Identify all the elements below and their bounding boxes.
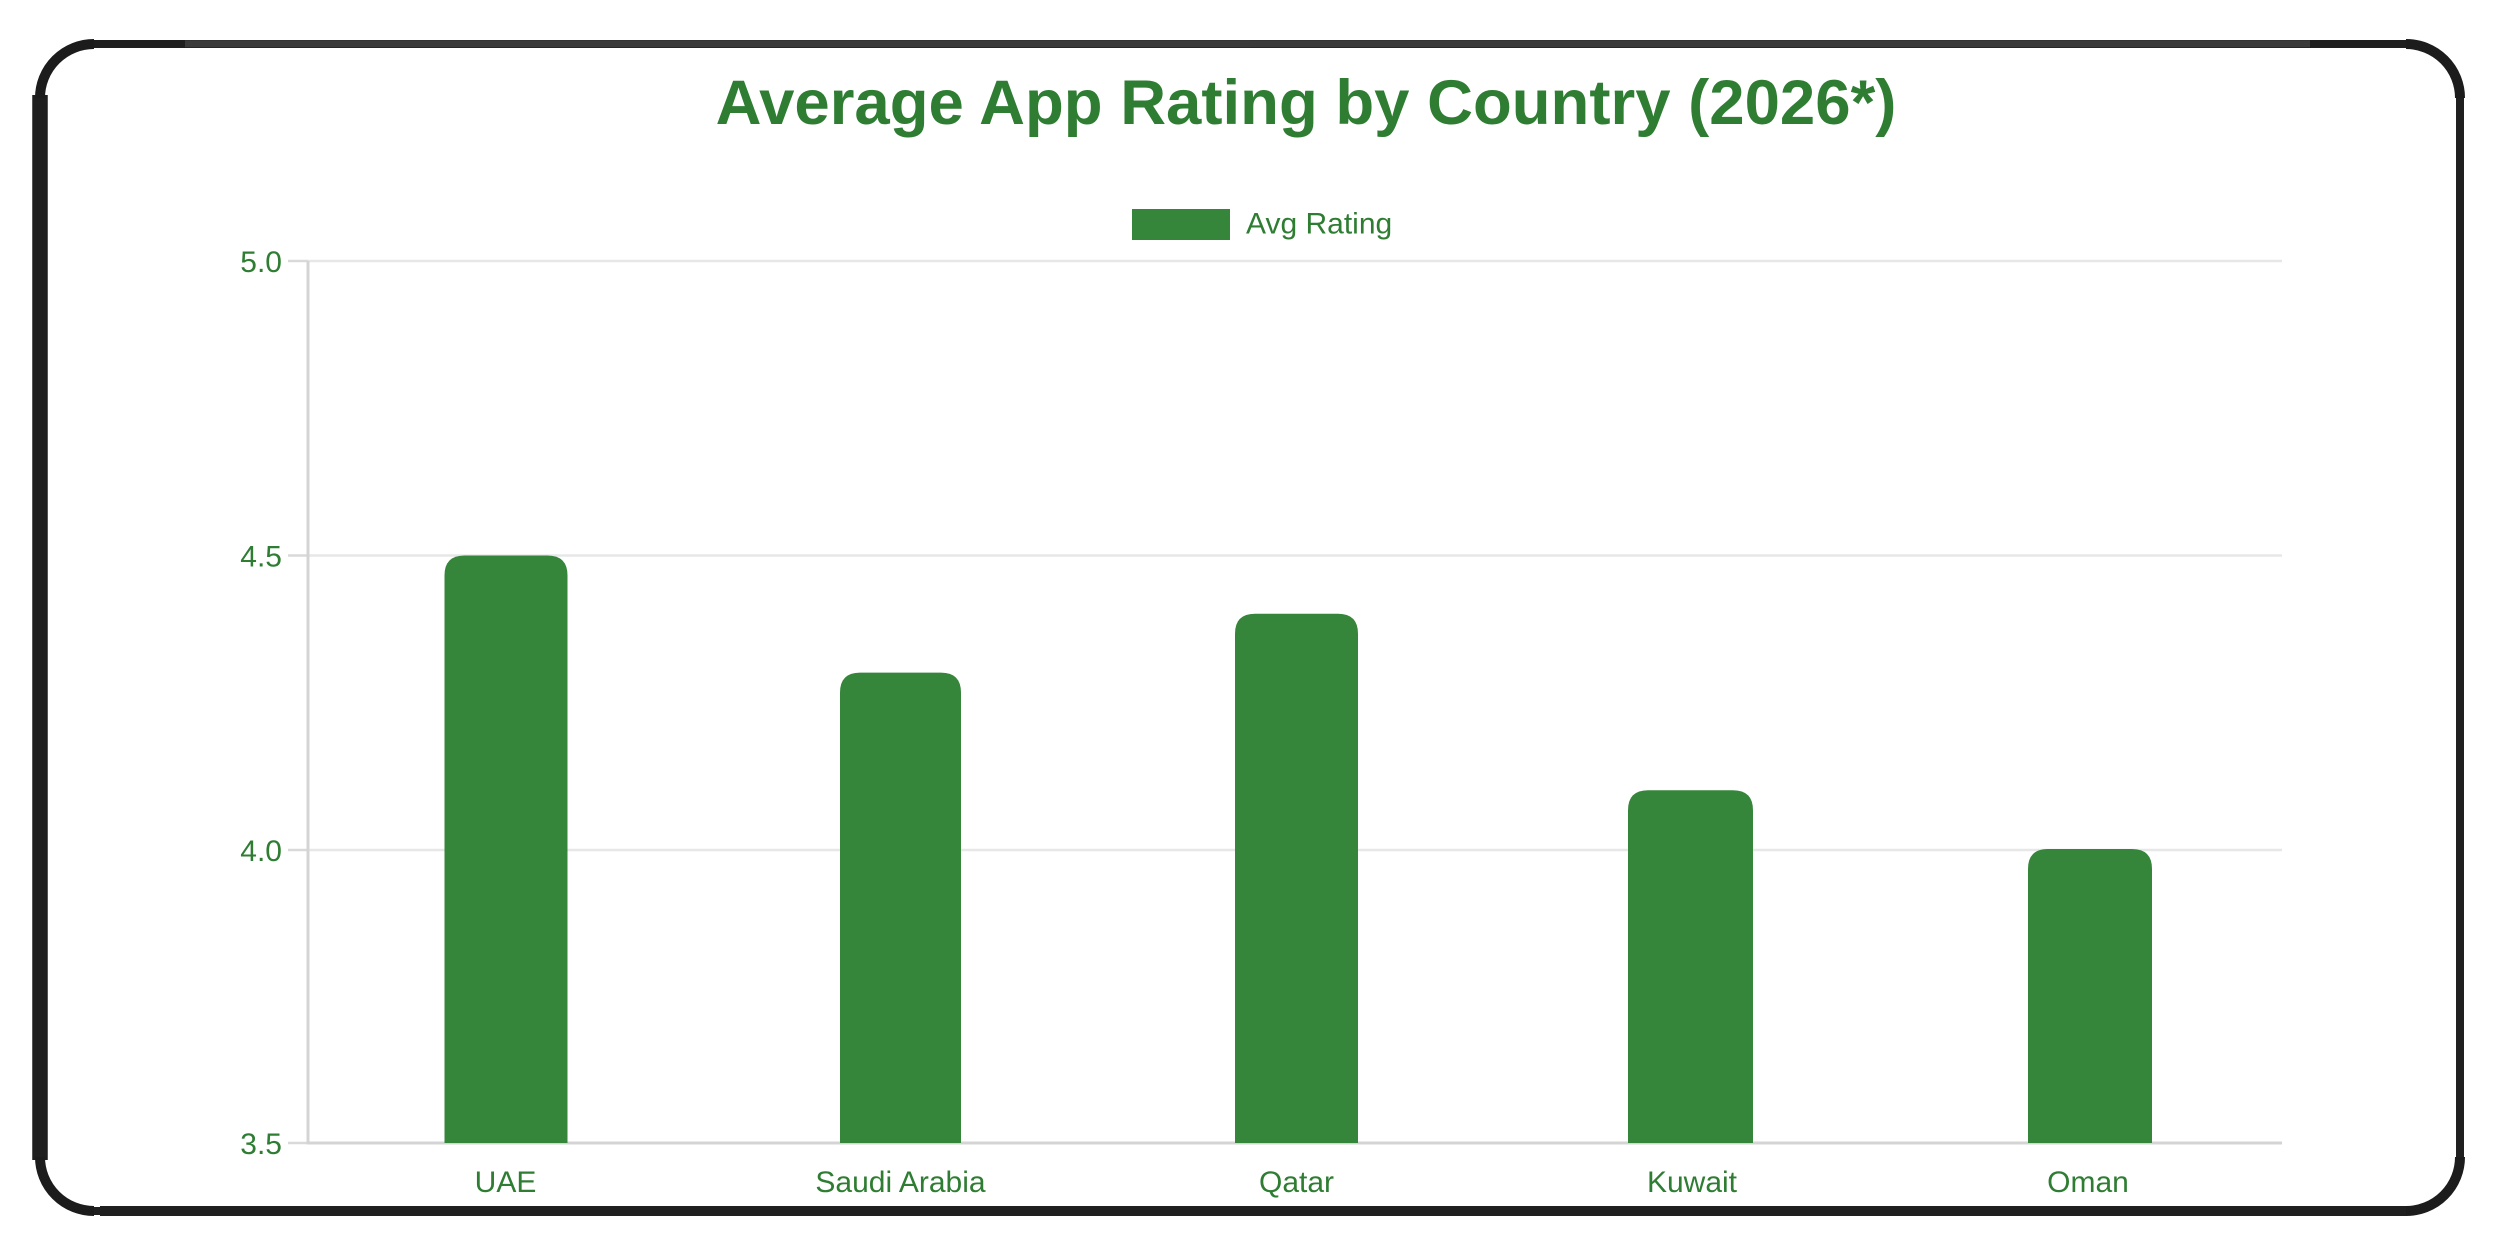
svg-text:Avg Rating: Avg Rating — [1246, 208, 1392, 241]
svg-text:4.5: 4.5 — [240, 541, 282, 574]
svg-text:3.5: 3.5 — [240, 1128, 282, 1161]
svg-text:Kuwait: Kuwait — [1647, 1166, 1738, 1199]
svg-text:Oman: Oman — [2047, 1166, 2129, 1199]
svg-text:4.0: 4.0 — [240, 835, 282, 868]
svg-text:Qatar: Qatar — [1259, 1166, 1334, 1199]
svg-text:Saudi Arabia: Saudi Arabia — [815, 1166, 985, 1199]
svg-text:UAE: UAE — [475, 1166, 537, 1199]
svg-text:5.0: 5.0 — [240, 246, 282, 279]
svg-text:Average App Rating by Country: Average App Rating by Country (2026*) — [716, 68, 1897, 138]
